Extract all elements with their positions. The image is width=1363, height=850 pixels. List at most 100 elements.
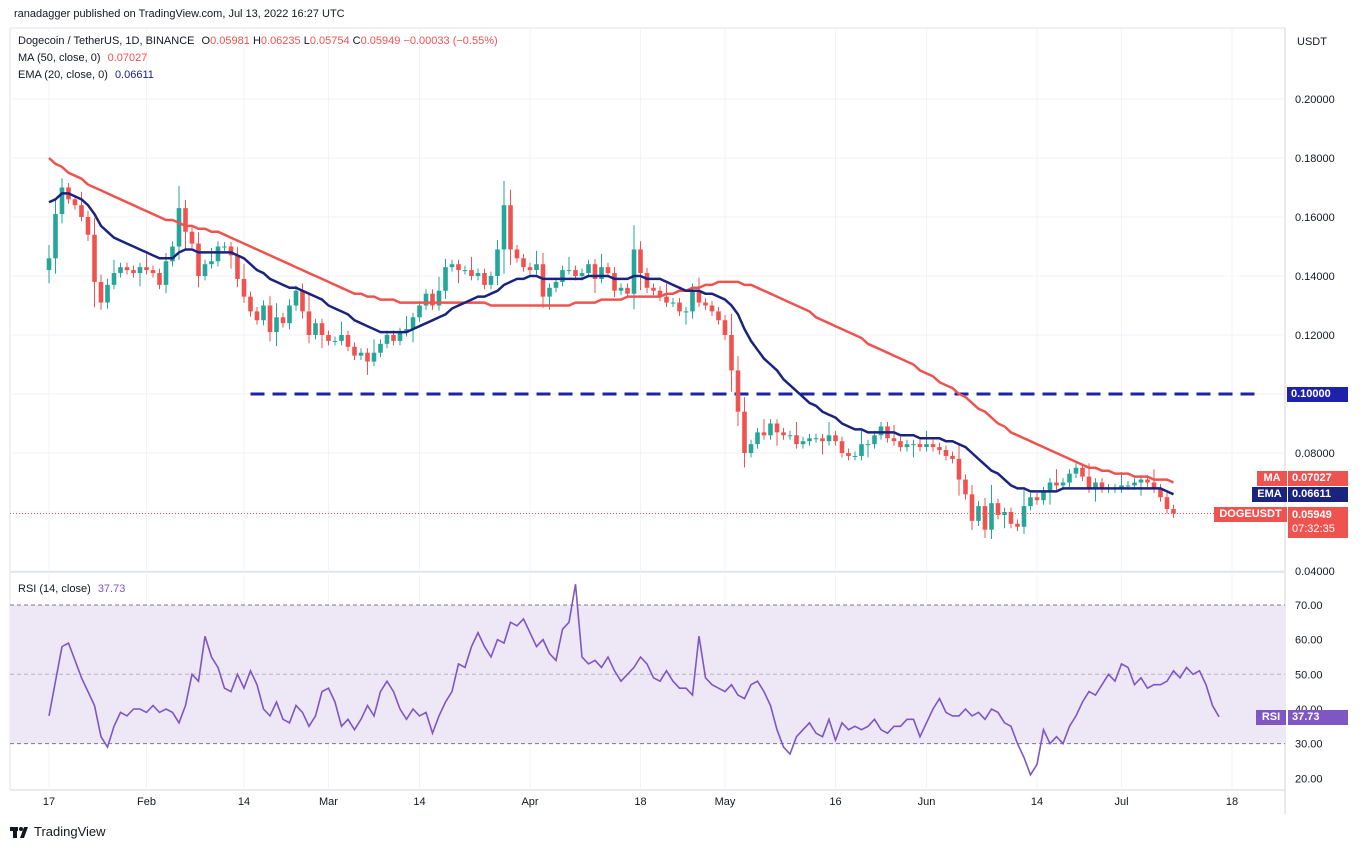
candle-body bbox=[651, 287, 656, 291]
candle-body bbox=[488, 276, 494, 285]
candle-body bbox=[787, 435, 793, 437]
candle-body bbox=[898, 441, 903, 448]
candle-body bbox=[904, 444, 910, 448]
candle-body bbox=[222, 246, 227, 248]
candle-body bbox=[248, 296, 253, 312]
candle-body bbox=[917, 444, 923, 448]
candle-body bbox=[378, 343, 383, 353]
candle-body bbox=[287, 305, 292, 324]
candle-body bbox=[365, 352, 370, 362]
time-tick-label: 14 bbox=[1031, 796, 1043, 808]
price-tick-label: 0.18000 bbox=[1295, 153, 1335, 165]
price-axis-currency-label: USDT bbox=[1297, 36, 1327, 48]
candle-body bbox=[495, 249, 500, 276]
candle-body bbox=[872, 435, 877, 445]
candle-body bbox=[573, 270, 578, 276]
candle-body bbox=[911, 444, 916, 446]
candle-body bbox=[417, 305, 422, 318]
price-tag-countdown: 07:32:35 bbox=[1292, 523, 1335, 535]
candle-body bbox=[1158, 488, 1163, 498]
candle-body bbox=[930, 444, 936, 448]
candle-body bbox=[105, 284, 110, 303]
candle-body bbox=[618, 287, 624, 291]
candle-body bbox=[410, 317, 416, 330]
candle-body bbox=[995, 503, 1001, 515]
candle-body bbox=[176, 208, 182, 247]
level-tag: 0.10000 bbox=[1287, 387, 1348, 402]
price-tick-label: 0.12000 bbox=[1295, 330, 1335, 342]
candle-body bbox=[722, 320, 728, 335]
candle-body bbox=[514, 249, 520, 259]
candle-body bbox=[59, 187, 65, 215]
candle-body bbox=[768, 423, 773, 436]
time-tick-label: Mar bbox=[319, 796, 338, 808]
candle-body bbox=[202, 264, 208, 276]
candle-body bbox=[111, 273, 117, 285]
candle-body bbox=[1132, 482, 1137, 486]
rsi-tick-label: 20.00 bbox=[1295, 773, 1323, 785]
candle-body bbox=[163, 261, 169, 285]
price-tick-label: 0.04000 bbox=[1295, 566, 1335, 578]
candle-body bbox=[950, 455, 955, 459]
candle-body bbox=[677, 302, 682, 312]
candle-body bbox=[46, 258, 52, 271]
candle-body bbox=[943, 450, 949, 456]
candle-body bbox=[527, 267, 533, 271]
candle-body bbox=[748, 444, 754, 453]
candle-body bbox=[1119, 485, 1124, 489]
time-tick-label: Apr bbox=[521, 796, 538, 808]
candle-body bbox=[826, 435, 832, 442]
candle-body bbox=[878, 426, 884, 436]
candle-body bbox=[501, 205, 507, 250]
ma-tag-value: 0.07027 bbox=[1288, 471, 1348, 486]
candle-body bbox=[449, 264, 455, 268]
candle-body bbox=[209, 261, 214, 265]
candle-body bbox=[189, 231, 195, 244]
candle-body bbox=[534, 264, 539, 271]
ma-legend: MA (50, close, 0) 0.07027 bbox=[18, 52, 148, 64]
candle-body bbox=[807, 438, 812, 442]
tradingview-branding[interactable]: TradingView bbox=[10, 824, 106, 839]
ema-tag-name: EMA bbox=[1252, 487, 1287, 502]
price-tag-value: 0.05949 bbox=[1292, 509, 1332, 521]
time-tick-label: 18 bbox=[634, 796, 646, 808]
candle-body bbox=[859, 444, 864, 456]
candle-body bbox=[631, 249, 637, 294]
candle-body bbox=[183, 208, 188, 232]
price-tick-label: 0.08000 bbox=[1295, 448, 1335, 460]
candle-body bbox=[456, 264, 461, 271]
price-tick-label: 0.20000 bbox=[1295, 94, 1335, 106]
candle-body bbox=[742, 411, 747, 453]
candle-body bbox=[319, 323, 325, 335]
candle-body bbox=[566, 270, 572, 272]
candle-body bbox=[761, 432, 767, 436]
tradingview-logo-text: TradingView bbox=[34, 824, 106, 839]
rsi-tick-label: 70.00 bbox=[1295, 600, 1323, 612]
candle-body bbox=[989, 503, 994, 530]
rsi-tick-label: 30.00 bbox=[1295, 739, 1323, 751]
candle-body bbox=[586, 264, 591, 274]
symbol-label: Dogecoin / TetherUS, 1D, BINANCE bbox=[18, 35, 195, 47]
candle-body bbox=[956, 458, 962, 480]
candle-body bbox=[313, 323, 318, 335]
candle-body bbox=[696, 290, 702, 303]
candle-body bbox=[703, 302, 708, 306]
candle-body bbox=[1080, 467, 1085, 477]
candle-body bbox=[976, 506, 981, 521]
candle-body bbox=[839, 441, 845, 453]
candle-body bbox=[716, 311, 721, 321]
candle-body bbox=[865, 444, 871, 446]
candle-body bbox=[469, 270, 474, 276]
candle-body bbox=[274, 317, 279, 333]
candle-body bbox=[170, 246, 175, 262]
candle-body bbox=[98, 281, 104, 303]
candle-body bbox=[937, 447, 942, 451]
ema-legend-value: 0.06611 bbox=[114, 69, 154, 81]
candle-body bbox=[462, 270, 468, 272]
candle-body bbox=[391, 335, 396, 341]
candle-body bbox=[124, 267, 130, 271]
time-tick-label: 18 bbox=[1226, 796, 1238, 808]
candle-body bbox=[293, 290, 299, 306]
candle-body bbox=[267, 305, 273, 333]
